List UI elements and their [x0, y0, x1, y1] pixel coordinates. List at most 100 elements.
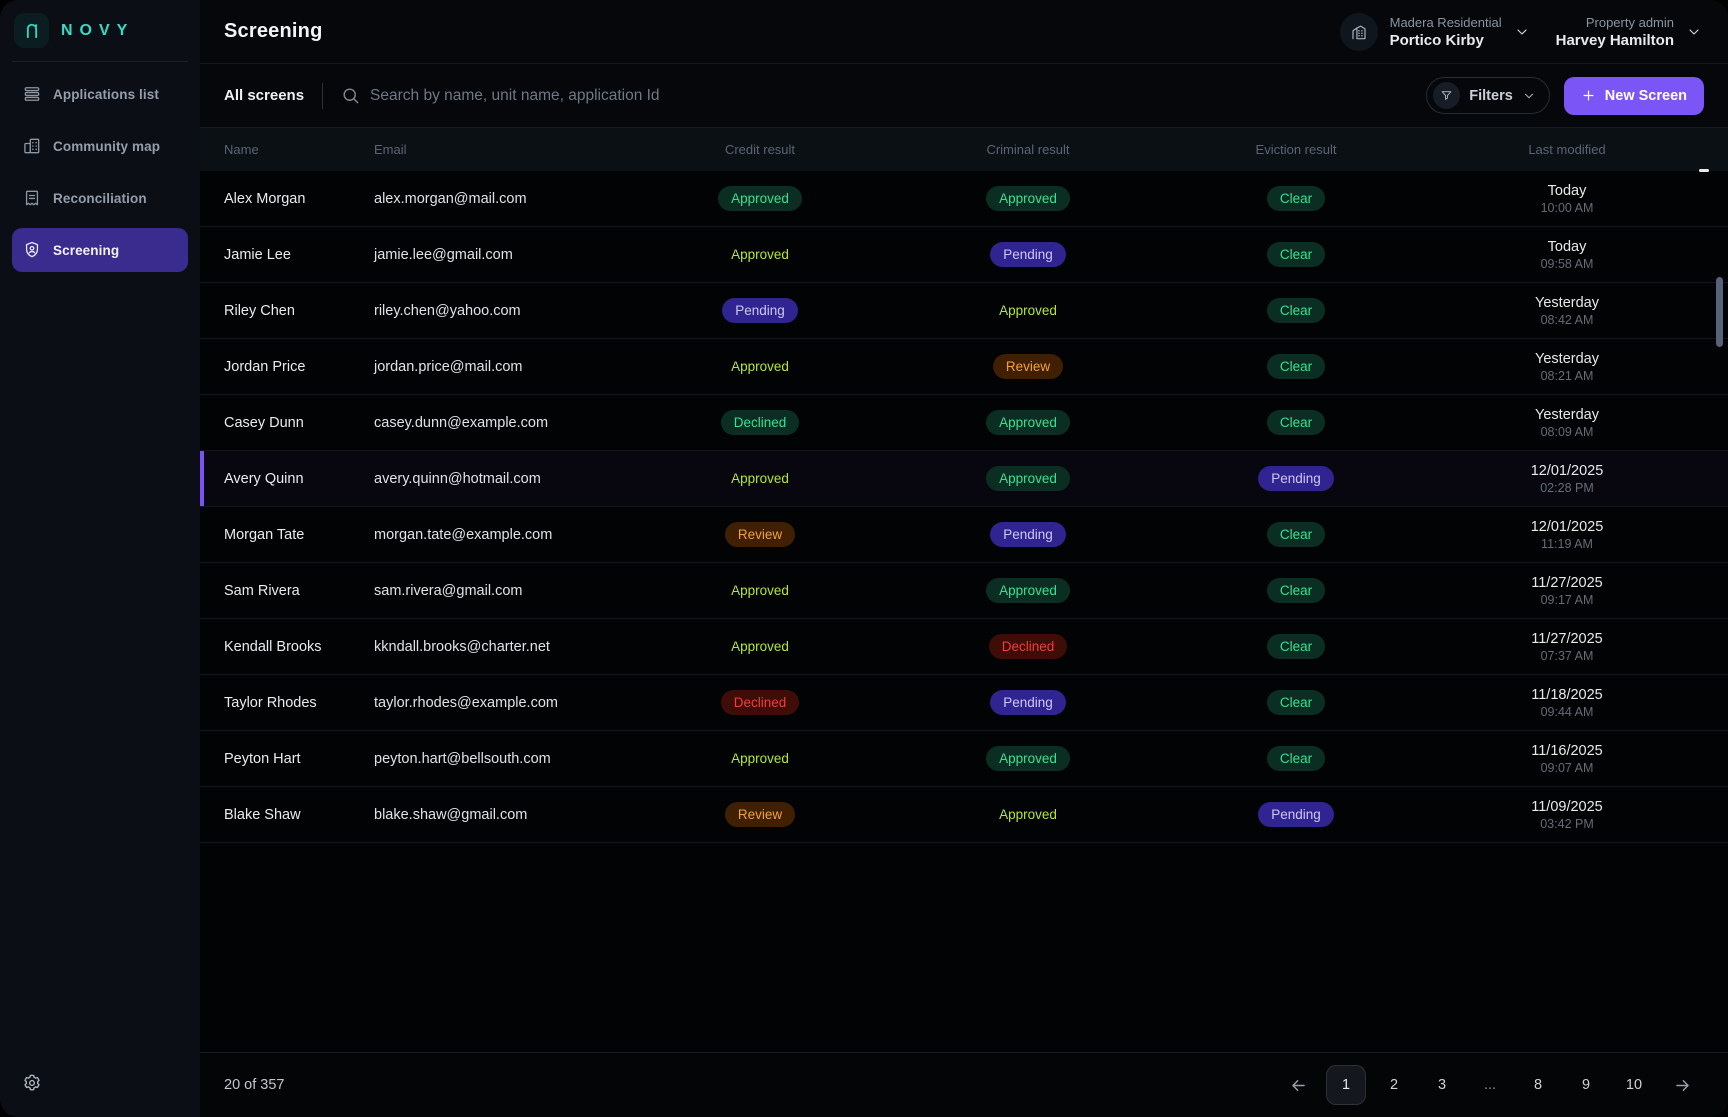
table-footer: 20 of 357 1 2 3... 8 9 10 [200, 1052, 1728, 1117]
sidebar-item-screening[interactable]: Screening [12, 228, 188, 272]
eviction-result-badge: Clear [1266, 354, 1326, 379]
criminal-result-badge: Approved [986, 466, 1070, 491]
table-row[interactable]: Peyton Hart peyton.hart@bellsouth.com Ap… [200, 731, 1728, 787]
page-title: Screening [224, 20, 323, 42]
brand-logo[interactable]: NOVY [0, 0, 200, 61]
criminal-result-badge: Review [992, 354, 1064, 379]
applicant-email: kkndall.brooks@charter.net [374, 638, 550, 655]
search-input[interactable] [370, 86, 1022, 105]
chevron-down-icon [1689, 28, 1699, 35]
credit-result-badge: Pending [722, 298, 798, 323]
table-row[interactable]: Casey Dunn casey.dunn@example.com Declin… [200, 395, 1728, 451]
property-selector[interactable]: Madera Residential Portico Kirby [1339, 12, 1530, 51]
last-modified-cell: 12/01/2025 11:19 AM [1530, 518, 1604, 551]
page-button-2[interactable]: 2 [1374, 1065, 1414, 1105]
sidebar-item-applications-list[interactable]: Applications list [12, 72, 188, 116]
applicant-name: Casey Dunn [224, 414, 304, 431]
table-row[interactable]: Morgan Tate morgan.tate@example.com Revi… [200, 507, 1728, 563]
column-header-credit-result[interactable]: Credit result [724, 142, 796, 157]
last-modified-cell: Today 10:00 AM [1540, 182, 1594, 215]
criminal-result-badge: Pending [990, 690, 1066, 715]
eviction-result-badge: Clear [1266, 690, 1326, 715]
eviction-result-badge: Clear [1266, 186, 1326, 211]
person-badge-icon [22, 240, 42, 260]
table-row[interactable]: Sam Rivera sam.rivera@gmail.com Approved… [200, 563, 1728, 619]
credit-result-badge: Declined [720, 690, 800, 715]
toolbar: All screens Filters New Screen [200, 64, 1728, 127]
applicant-email: alex.morgan@mail.com [374, 190, 527, 207]
scroll-position-tick [1699, 169, 1709, 172]
applicant-email: casey.dunn@example.com [374, 414, 549, 431]
column-header-email[interactable]: Email [374, 142, 407, 157]
credit-result-badge: Approved [731, 639, 789, 654]
plus-icon [1583, 90, 1594, 101]
credit-result-badge: Review [724, 802, 796, 827]
vertical-scrollbar[interactable] [1716, 277, 1723, 347]
sidebar-item-community-map[interactable]: Community map [12, 124, 188, 168]
applicant-name: Avery Quinn [224, 470, 304, 487]
eviction-result-badge: Clear [1266, 410, 1326, 435]
sidebar-item-reconciliation[interactable]: Reconciliation [12, 176, 188, 220]
criminal-result-badge: Approved [999, 303, 1057, 318]
page-button-9[interactable]: 9 [1566, 1065, 1606, 1105]
arrow-left-icon [1291, 1079, 1305, 1091]
page-button-3[interactable]: 3 [1422, 1065, 1462, 1105]
page-button-8[interactable]: 8 [1518, 1065, 1558, 1105]
scope-label: All screens [224, 87, 305, 104]
applicant-email: jamie.lee@gmail.com [374, 246, 513, 263]
brand-name: NOVY [61, 21, 135, 39]
applicant-name: Peyton Hart [224, 750, 301, 767]
table-row[interactable]: Kendall Brooks kkndall.brooks@charter.ne… [200, 619, 1728, 675]
eviction-result-badge: Pending [1258, 802, 1334, 827]
previous-page-button[interactable] [1278, 1065, 1318, 1105]
building-icon [1339, 12, 1378, 51]
credit-result-badge: Approved [731, 751, 789, 766]
user-menu[interactable]: Property admin Harvey Hamilton [1556, 15, 1702, 49]
page-button-10[interactable]: 10 [1614, 1065, 1654, 1105]
last-modified-cell: 11/16/2025 09:07 AM [1531, 742, 1603, 775]
table-row[interactable]: Avery Quinn avery.quinn@hotmail.com Appr… [200, 451, 1728, 507]
table-row[interactable]: Jordan Price jordan.price@mail.com Appro… [200, 339, 1728, 395]
column-header-criminal-result[interactable]: Criminal result [986, 142, 1070, 157]
applicant-name: Blake Shaw [224, 806, 301, 823]
table-row[interactable]: Riley Chen riley.chen@yahoo.com Pending … [200, 283, 1728, 339]
page-ellipsis: ... [1470, 1065, 1510, 1105]
next-page-button[interactable] [1662, 1065, 1702, 1105]
credit-result-badge: Review [724, 522, 796, 547]
column-header-name[interactable]: Name [224, 142, 259, 157]
applicant-name: Sam Rivera [224, 582, 300, 599]
column-header-last-modified[interactable]: Last modified [1528, 142, 1606, 157]
arrow-right-icon [1675, 1079, 1689, 1091]
user-role: Property admin [1585, 14, 1674, 30]
applicant-email: peyton.hart@bellsouth.com [374, 750, 551, 767]
column-header-eviction-result[interactable]: Eviction result [1255, 142, 1337, 157]
last-modified-cell: Today 09:58 AM [1540, 238, 1594, 271]
property-name: Portico Kirby [1389, 31, 1484, 49]
settings-gear-icon[interactable] [21, 1072, 43, 1094]
applicant-email: riley.chen@yahoo.com [374, 302, 521, 319]
applicant-email: sam.rivera@gmail.com [374, 582, 523, 599]
table-row[interactable]: Blake Shaw blake.shaw@gmail.com Review A… [200, 787, 1728, 843]
pagination: 1 2 3... 8 9 10 [1278, 1065, 1702, 1105]
sidebar-nav: Applications list Community map Reconcil… [0, 72, 200, 272]
table-row[interactable]: Alex Morgan alex.morgan@mail.com Approve… [200, 171, 1728, 227]
credit-result-badge: Approved [731, 583, 789, 598]
applicant-name: Jamie Lee [224, 246, 291, 263]
applicant-name: Kendall Brooks [224, 638, 322, 655]
eviction-result-badge: Clear [1266, 578, 1326, 603]
new-screen-button[interactable]: New Screen [1563, 76, 1704, 115]
criminal-result-badge: Approved [986, 578, 1070, 603]
last-modified-cell: Yesterday 08:09 AM [1535, 406, 1599, 439]
applicant-email: blake.shaw@gmail.com [374, 806, 528, 823]
applicant-name: Jordan Price [224, 358, 306, 375]
table-row[interactable]: Taylor Rhodes taylor.rhodes@example.com … [200, 675, 1728, 731]
applicant-email: morgan.tate@example.com [374, 526, 553, 543]
table-row[interactable]: Jamie Lee jamie.lee@gmail.com Approved P… [200, 227, 1728, 283]
eviction-result-badge: Pending [1258, 466, 1334, 491]
property-group-label: Madera Residential [1389, 14, 1502, 30]
page-button-1[interactable]: 1 [1326, 1065, 1366, 1105]
filters-button[interactable]: Filters [1426, 77, 1550, 114]
receipt-icon [22, 188, 42, 208]
user-name: Harvey Hamilton [1555, 31, 1674, 49]
